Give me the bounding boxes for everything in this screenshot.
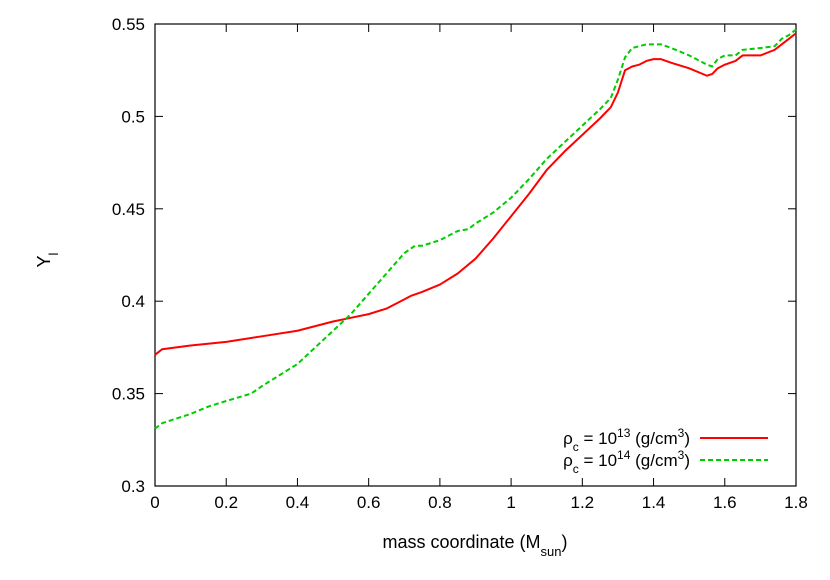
legend-entry-rho-1e14: ρc = 1014 (g/cm3) [563,448,690,476]
y-tick-label: 0.5 [121,107,145,126]
x-tick-label: 1 [506,493,515,512]
legend-entry-rho-1e13: ρc = 1013 (g/cm3) [563,426,690,454]
x-tick-label: 1.6 [713,493,737,512]
y-axis-title: Yl [34,252,61,267]
x-axis-title: mass coordinate (Msun) [382,532,567,559]
x-tick-label: 1.4 [642,493,666,512]
y-tick-labels: 0.3 0.35 0.4 0.45 0.5 0.55 [112,15,145,496]
x-tick-label: 0.2 [214,493,238,512]
series-lines [154,28,797,430]
x-tick-label: 1.8 [784,493,808,512]
axis-ticks [154,23,797,487]
x-tick-label: 1.2 [571,493,595,512]
x-tick-label: 0.8 [428,493,452,512]
y-tick-label: 0.35 [112,385,145,404]
x-tick-label: 0.6 [357,493,381,512]
plot-frame [154,23,797,487]
y-tick-label: 0.3 [121,477,145,496]
x-tick-label: 0.4 [286,493,310,512]
y-tick-label: 0.55 [112,15,145,34]
series-line-0 [154,32,797,356]
series-line-1 [154,28,797,430]
y-tick-label: 0.4 [121,292,145,311]
legend: ρc = 1013 (g/cm3) ρc = 1014 (g/cm3) [563,426,768,476]
x-tick-labels: 0 0.2 0.4 0.6 0.8 1 1.2 1.4 1.6 1.8 [150,493,808,512]
x-tick-label: 0 [150,493,159,512]
y-tick-label: 0.45 [112,200,145,219]
